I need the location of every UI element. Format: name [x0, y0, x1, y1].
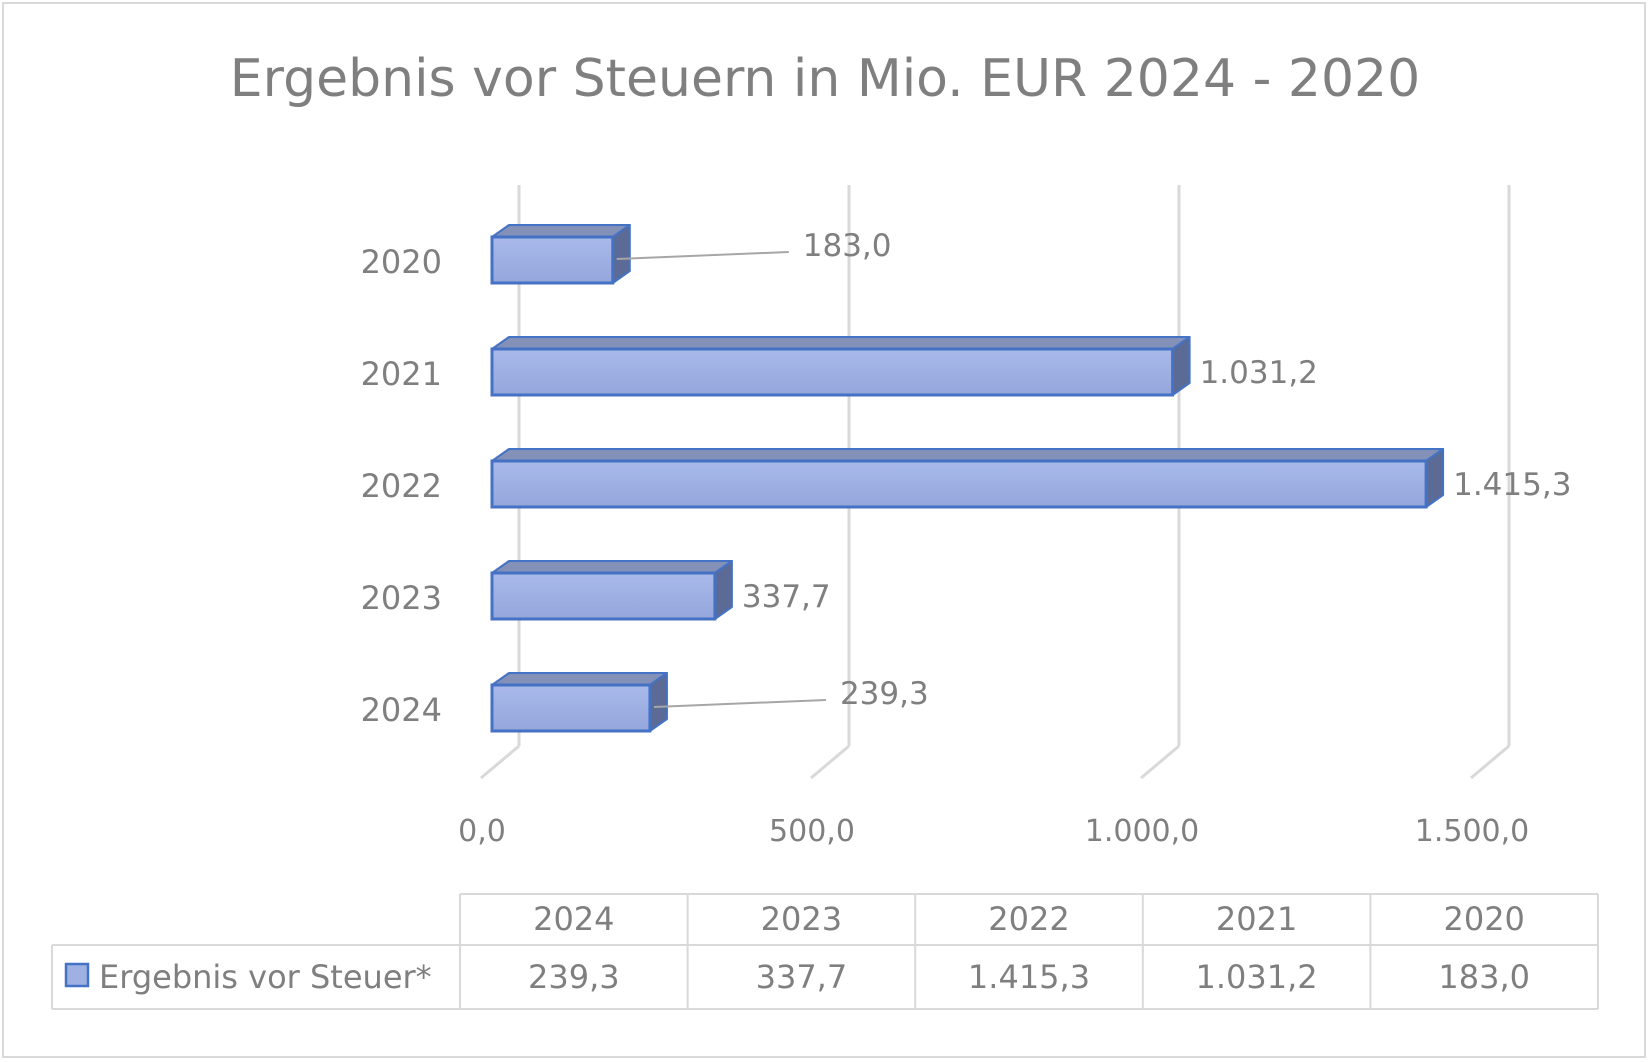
table-header-cell: 2022: [988, 900, 1069, 938]
bar-top-face: [491, 448, 1445, 462]
chart-title: Ergebnis vor Steuern in Mio. EUR 2024 - …: [230, 49, 1420, 109]
floor-gridline: [480, 744, 520, 780]
category-label: 2022: [361, 467, 442, 505]
bar: [490, 459, 1428, 509]
category-label: 2024: [361, 691, 442, 729]
table-value-cell: 337,7: [756, 958, 848, 996]
table-value-cell: 1.415,3: [968, 958, 1090, 996]
floor-gridline: [810, 744, 850, 780]
x-tick-label: 0,0: [458, 814, 506, 849]
table-header-cell: 2023: [761, 900, 842, 938]
table-value-cell: 239,3: [528, 958, 620, 996]
data-label: 1.415,3: [1453, 467, 1571, 503]
bars: [490, 224, 1445, 733]
data-table: 2024 239,3 2023 337,7 2022 1.415,3 2021 1.031,2…: [51, 893, 1599, 1010]
table-header-cell: 2021: [1216, 900, 1297, 938]
bar: [490, 235, 615, 285]
bar-top-face: [491, 560, 733, 574]
bar-top-face: [491, 672, 668, 686]
x-tick-label: 1.500,0: [1415, 814, 1530, 849]
category-label: 2021: [361, 355, 442, 393]
leader-line: [653, 699, 826, 708]
floor-gridline: [1470, 744, 1510, 780]
legend-swatch: [64, 962, 90, 988]
data-label: 1.031,2: [1200, 355, 1318, 391]
floor-gridline: [1140, 744, 1180, 780]
category-label: 2023: [361, 579, 442, 617]
table-value-cell: 183,0: [1438, 958, 1530, 996]
x-tick-label: 1.000,0: [1085, 814, 1200, 849]
bar-top-face: [491, 224, 631, 238]
category-label: 2020: [361, 243, 442, 281]
bar: [490, 571, 717, 621]
table-value-cell: 1.031,2: [1196, 958, 1318, 996]
data-label: 337,7: [742, 579, 831, 615]
x-tick-label: 500,0: [769, 814, 855, 849]
labels: 0,0 500,0 1.000,0 1.500,0 2020 183,0 2021 1.031…: [361, 228, 1572, 849]
bar: [490, 347, 1175, 397]
bar: [490, 683, 652, 733]
table-header-cell: 2020: [1443, 900, 1524, 938]
data-label: 183,0: [803, 228, 892, 264]
bar-top-face: [491, 336, 1191, 350]
leader-line: [616, 251, 789, 260]
table-header-cell: 2024: [533, 900, 614, 938]
legend-label: Ergebnis vor Steuer*: [99, 958, 432, 996]
data-label: 239,3: [840, 676, 929, 712]
